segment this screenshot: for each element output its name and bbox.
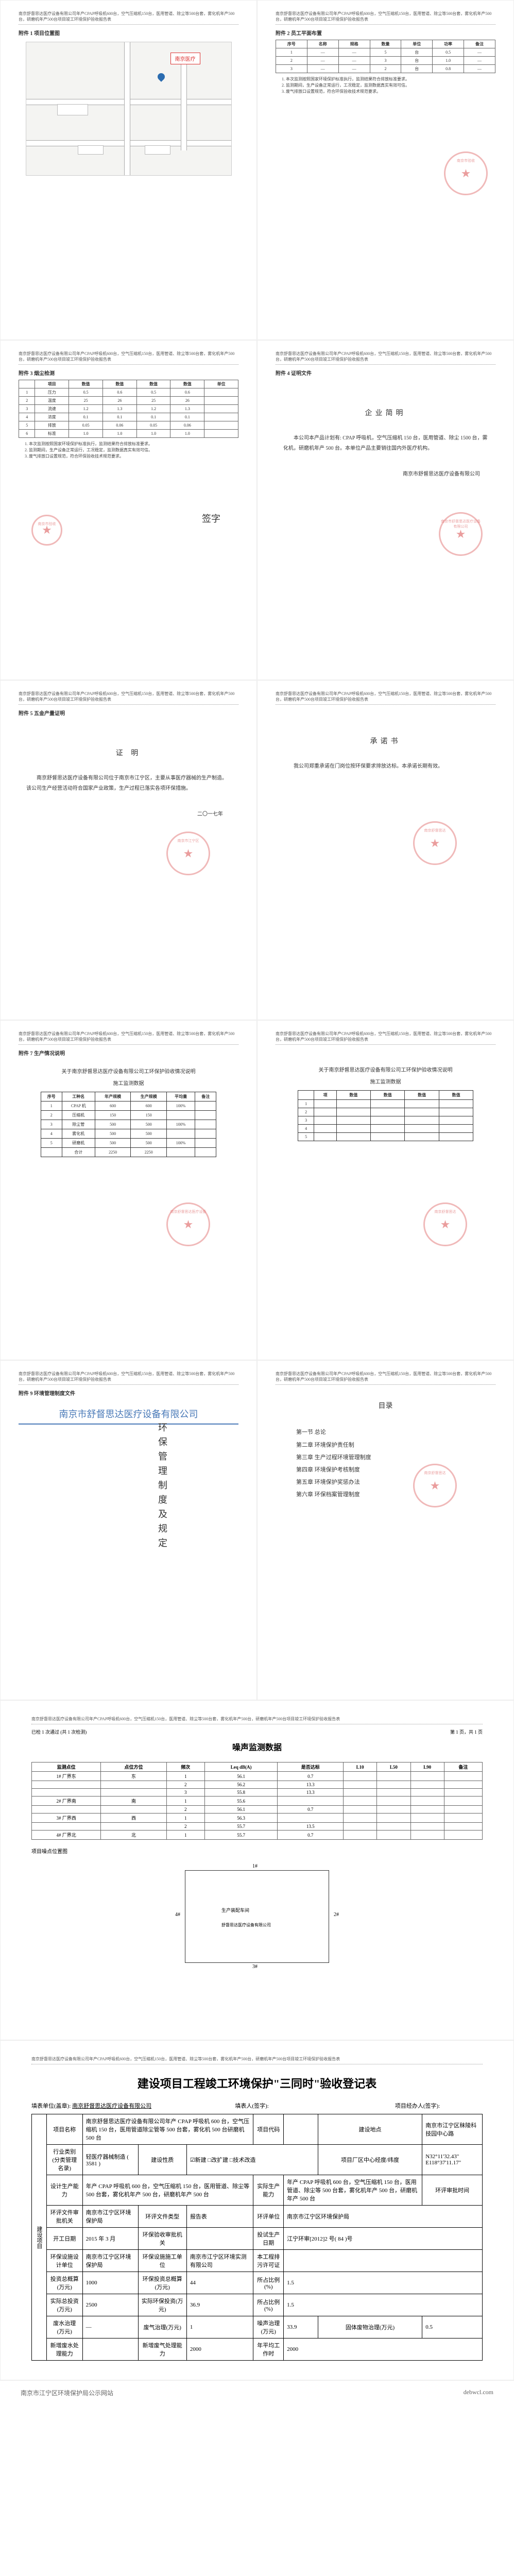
page-header: 南京舒督思达医疗设备有限公司年产CPAP呼吸机600台，空气压缩机150台，医用… [19,691,238,705]
page-map: 南京舒督思达医疗设备有限公司年产CPAP呼吸机600台，空气压缩机150台，医用… [0,0,257,340]
table-title: 施工监测数据 [19,1079,238,1087]
page-commitment: 南京舒督思达医疗设备有限公司年产CPAP呼吸机600台，空气压缩机150台，医用… [257,680,514,1020]
official-stamp-icon: 南京舒督思达 [413,821,457,865]
sketch-text: 生产装配车间 [221,1907,249,1913]
page-header: 南京舒督思达医疗设备有限公司年产CPAP呼吸机600台，空气压缩机150台，医用… [31,1716,483,1724]
noise-table: 监测点位点位方位频次Leq dB(A)是否达标L10L50L90备注 1# 厂界… [31,1762,483,1840]
noise-point-n: 1# [252,1863,258,1869]
attach-label: 附件 7 生产情况说明 [19,1049,238,1057]
official-stamp-icon: 南京舒督思达 [413,1464,457,1507]
map-callout: 南京医疗 [170,53,200,64]
page-construction-2: 南京舒督思达医疗设备有限公司年产CPAP呼吸机600台，空气压缩机150台，医用… [257,1020,514,1360]
value: 南京舒督思达医疗设备有限公司 [72,2103,151,2109]
toc-list: 第一节 总论 第二章 环境保护责任制 第三章 生产过程环境管理制度 第四章 环境… [276,1416,495,1511]
official-stamp-icon: 南京舒督思达 [423,1202,467,1246]
label: 填表单位(盖章): [31,2103,71,2109]
page-header: 南京舒督思达医疗设备有限公司年产CPAP呼吸机600台，空气压缩机150台，医用… [276,1031,495,1045]
sign-date: 二〇一七年 [19,809,238,817]
detect-table: 项目数值数值数值数值单位 1压力0.50.60.50.62温度252625263… [19,380,238,438]
noise-point-w: 4# [175,1912,180,1918]
official-stamp-icon: 南京市江宁区 [166,832,210,875]
label: 项目经办人(签字): [395,2103,440,2109]
reg-title: 建设项目工程竣工环境保护"三同时"验收登记表 [31,2075,483,2091]
noise-title: 噪声监测数据 [31,1740,483,1753]
toc-item: 第二章 环境保护责任制 [296,1439,475,1451]
page-header: 南京舒督思达医疗设备有限公司年产CPAP呼吸机600台，空气压缩机150台，医用… [276,351,495,365]
page-certificate: 南京舒督思达医疗设备有限公司年产CPAP呼吸机600台，空气压缩机150台，医用… [0,680,257,1020]
doc-body: 南京舒督思达医疗设备有限公司位于南京市江宁区，主要从事医疗器械的生产制造。该公司… [19,773,238,794]
vertical-title: 环保管理制度及规定 [156,1422,169,1552]
sketch-corp: 舒督思达医疗设备有限公司 [221,1922,271,1928]
page-header: 南京舒督思达医疗设备有限公司年产CPAP呼吸机600台，空气压缩机150台，医用… [276,1371,495,1385]
equip-table: 序号名称规格数量单位功率备注 1——5台0.5—2——3台1.0—3——2台0.… [276,40,495,73]
page-footer: 南京市江宁区环境保护局公示网站 debwcl.com [0,2380,514,2405]
page-noise-report: 南京舒督思达医疗设备有限公司年产CPAP呼吸机600台，空气压缩机150台，医用… [0,1700,514,2040]
toc-item: 第一节 总论 [296,1426,475,1438]
toc-title: 目录 [276,1400,495,1411]
page-header: 南京舒督思达医疗设备有限公司年产CPAP呼吸机600台，空气压缩机150台，医用… [276,691,495,705]
location-map: 南京医疗 [26,42,232,176]
attach-label: 附件 2 员工平面布置 [276,29,495,37]
attach-label: 附件 5 五金产量证明 [19,709,238,717]
reg-table: 建设项目 项目名称南京舒督思达医疗设备有限公司年产 CPAP 呼吸机 600 台… [31,2114,483,2361]
footer-right: debwcl.com [464,2388,493,2397]
prod-table: 序号工种名年产规模生产规模平均量备注 1CPAP 机600600100%2压缩机… [41,1092,217,1157]
official-stamp-icon: 南京市舒督思达医疗设备有限公司 [439,512,483,556]
attach-label: 附件 1 项目位置图 [19,29,238,37]
doc-title: 企业简明 [276,408,495,418]
subtitle: 关于南京舒督思达医疗设备有限公司工环保护验收情况说明 [276,1065,495,1073]
attach-label: 附件 9 环境管理制度文件 [19,1389,238,1397]
noise-point-e: 2# [334,1912,339,1918]
official-stamp-icon: 南京市验收 [444,151,488,195]
page-env-mgmt-cover: 南京舒督思达医疗设备有限公司年产CPAP呼吸机600台，空气压缩机150台，医用… [0,1360,257,1700]
subtitle: 关于南京舒督思达医疗设备有限公司工环保护验收情况说明 [19,1067,238,1075]
page-header: 南京舒督思达医疗设备有限公司年产CPAP呼吸机600台，空气压缩机150台，医用… [19,11,238,25]
attach-label: 附件 4 证明文件 [276,369,495,377]
page-indicator: 第 1 页，共 1 页 [450,1728,483,1735]
page-detect-table: 南京舒督思达医疗设备有限公司年产CPAP呼吸机600台，空气压缩机150台，医用… [0,340,257,680]
noise-sketch: 生产装配车间 舒督思达医疗设备有限公司 1# 2# 3# 4# [185,1870,329,1963]
doc-title: 证 明 [19,748,238,758]
page-toc: 南京舒督思达医疗设备有限公司年产CPAP呼吸机600台，空气压缩机150台，医用… [257,1360,514,1700]
doc-title: 承诺书 [276,736,495,746]
attach-label: 附件 3 烟尘检测 [19,369,238,377]
form-notes: 1. 本次监测按照国家环境保护标准执行，监测结果符合排放标准要求。 2. 监测期… [276,76,495,95]
sketch-caption: 项目噪点位置图 [31,1847,483,1855]
page-registration-form: 南京舒督思达医疗设备有限公司年产CPAP呼吸机600台，空气压缩机150台，医用… [0,2040,514,2380]
page-header: 南京舒督思达医疗设备有限公司年产CPAP呼吸机600台，空气压缩机150台，医用… [19,1031,238,1045]
page-header: 南京舒督思达医疗设备有限公司年产CPAP呼吸机600台，空气压缩机150台，医用… [19,351,238,365]
signature-area: 南京市舒督思达医疗设备有限公司 [276,469,495,477]
page-enterprise-brief: 南京舒督思达医疗设备有限公司年产CPAP呼吸机600台，空气压缩机150台，医用… [257,340,514,680]
signature: 签字 [202,512,220,525]
company-name: 南京市舒督思达医疗设备有限公司 [19,1407,238,1425]
label: 填表人(签字): [235,2103,268,2109]
doc-body: 我公司郑重承诺在门岗位按环保要求排放达标。本承诺长期有效。 [276,761,495,772]
page-form-1: 南京舒督思达医疗设备有限公司年产CPAP呼吸机600台，空气压缩机150台，医用… [257,0,514,340]
map-pin-icon [156,72,166,82]
page-header: 南京舒督思达医疗设备有限公司年产CPAP呼吸机600台，空气压缩机150台，医用… [19,1371,238,1385]
official-stamp-icon: 南京市验收 [31,515,62,546]
page-header: 南京舒督思达医疗设备有限公司年产CPAP呼吸机600台，空气压缩机150台，医用… [276,11,495,25]
noise-point-s: 3# [252,1964,258,1970]
footer-left: 南京市江宁区环境保护局公示网站 [21,2388,113,2397]
table-title: 施工监测数据 [276,1077,495,1085]
page-construction-1: 南京舒督思达医疗设备有限公司年产CPAP呼吸机600台，空气压缩机150台，医用… [0,1020,257,1360]
detect-notes: 1. 本次监测按照国家环境保护标准执行，监测结果符合排放标准要求。 2. 监测期… [19,441,238,460]
page-header: 南京舒督思达医疗设备有限公司年产CPAP呼吸机600台，空气压缩机150台，医用… [31,2056,483,2064]
report-status: 已检 1 次通过 (共 1 次检测) [31,1728,87,1735]
monitor-table: 项数值数值数值数值 12345 [298,1090,474,1141]
toc-item: 第三章 生产过程环境管理制度 [296,1451,475,1464]
official-stamp-icon: 南京舒督思达医疗设备 [166,1202,210,1246]
doc-body: 本公司本产品计划有: CPAP 呼吸机，空气压缩机 150 台，医用管道、除尘 … [276,433,495,454]
